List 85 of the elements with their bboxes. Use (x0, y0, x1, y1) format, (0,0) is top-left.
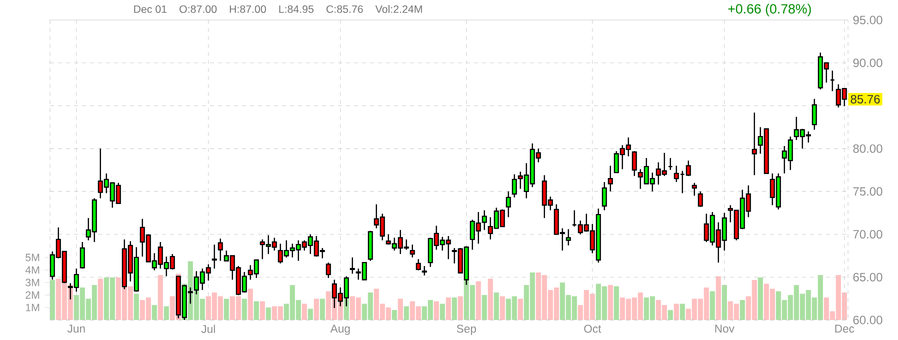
candlestick (80, 241, 85, 270)
bar (446, 298, 451, 320)
candlestick (212, 244, 217, 270)
bar (152, 305, 157, 320)
bar (224, 298, 229, 320)
bar (476, 281, 481, 320)
x-tick-label: Oct (584, 324, 602, 333)
bar (674, 304, 679, 320)
candlestick (632, 150, 637, 177)
candlestick (350, 256, 355, 274)
candlestick (812, 98, 817, 130)
candlestick (422, 265, 427, 276)
bar (398, 298, 403, 320)
text: O:87.00 (180, 5, 217, 13)
bar (722, 285, 727, 320)
bar (314, 298, 319, 320)
candlestick (602, 181, 607, 211)
bar (614, 286, 619, 320)
x-tick-label: Jun (67, 324, 85, 333)
y2-tick-label: 4M (25, 266, 40, 274)
bar (458, 296, 463, 320)
candlestick (326, 262, 331, 279)
y-tick-label: 65.00 (853, 272, 882, 282)
bar (434, 301, 439, 320)
y-tick-label: 95.00 (853, 16, 882, 24)
candlestick (608, 165, 613, 192)
bar (710, 291, 715, 320)
y2-tick-label: 1M (26, 304, 40, 312)
y2-tick-label: 2M (26, 291, 40, 299)
text: Vol:2.24M (375, 5, 422, 13)
bar (452, 298, 457, 320)
y-tick-label: 75.00 (853, 187, 882, 196)
bar (266, 308, 271, 320)
bar (494, 292, 499, 320)
bar (98, 278, 103, 320)
bar (482, 295, 487, 320)
y2-tick-label: 5M (26, 254, 40, 262)
bar (50, 280, 55, 320)
bar (158, 275, 163, 320)
text: +0.66 (0.78%) (728, 4, 811, 16)
x-tick-label: Jul (201, 324, 215, 334)
bar (668, 310, 673, 320)
bar (740, 300, 745, 320)
bar (392, 310, 397, 320)
candlestick (566, 228, 571, 246)
bar (500, 296, 505, 320)
y-tick-label: 90.00 (853, 58, 882, 68)
bar (134, 294, 139, 320)
bar (320, 298, 325, 320)
bar (254, 301, 259, 320)
candlestick (698, 190, 703, 208)
bar (404, 306, 409, 320)
text: Dec 01 (134, 5, 167, 13)
candlestick (512, 174, 517, 198)
bar (260, 301, 265, 320)
y-tick-label: 80.00 (853, 144, 882, 153)
y-tick-label: 70.00 (853, 230, 882, 239)
candlestick (410, 244, 415, 258)
candlestick (416, 258, 421, 271)
bar (680, 304, 685, 320)
y-tick-label: 60.00 (853, 316, 882, 324)
x-tick-label: Aug (330, 324, 350, 335)
x-tick-label: Nov (715, 324, 734, 333)
bar (758, 278, 763, 320)
bar (440, 304, 445, 320)
candlestick (506, 190, 511, 218)
candlestick (752, 112, 757, 176)
candlestick (218, 238, 223, 262)
text: C:85.76 (326, 5, 363, 13)
bar (308, 308, 313, 320)
annotation: 85.76 (850, 94, 880, 104)
y2-tick-label: 3M (26, 278, 40, 286)
bar (716, 276, 721, 320)
bar (302, 304, 307, 320)
x-tick-label: Dec (835, 324, 854, 333)
bar (248, 288, 253, 320)
bar (164, 306, 169, 320)
text: H:87.00 (230, 5, 266, 13)
bar (242, 298, 247, 320)
x-tick-label: Sep (456, 324, 476, 335)
bar (488, 278, 493, 320)
text: L:84.95 (279, 5, 314, 13)
bar (518, 298, 523, 320)
candlestick (692, 182, 697, 196)
bar (608, 285, 613, 320)
